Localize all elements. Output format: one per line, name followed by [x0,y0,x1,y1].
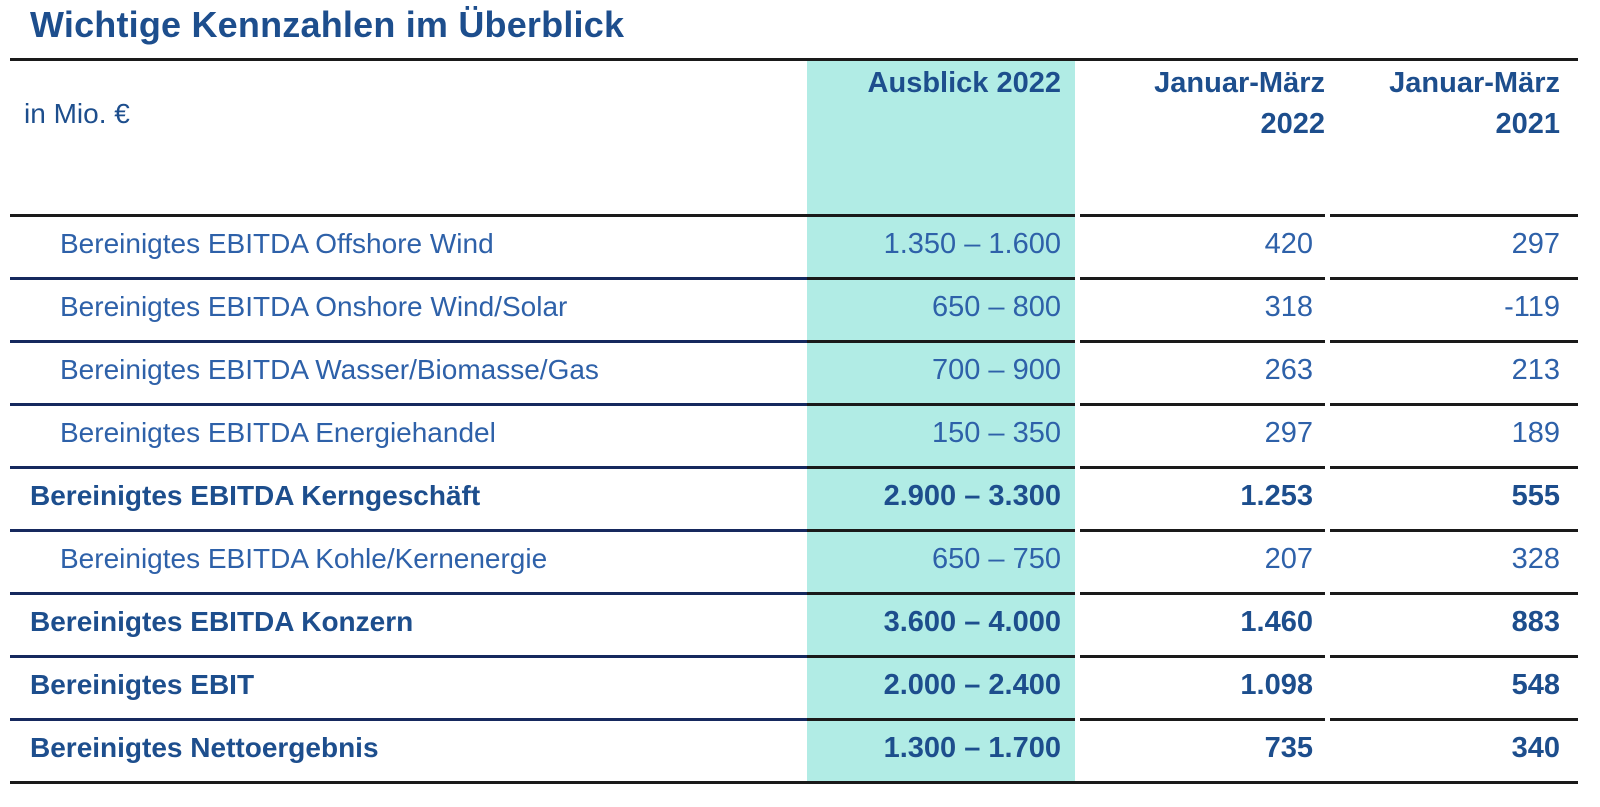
row-label: Bereinigtes EBITDA Konzern [10,595,807,658]
column-header-ausblick-2022: Ausblick 2022 [807,61,1075,217]
row-label: Bereinigtes EBITDA Kohle/Kernenergie [10,532,807,595]
cell-q1-2022: 420 [1080,217,1325,280]
cell-q1-2022: 1.460 [1080,595,1325,658]
row-label: Bereinigtes EBITDA Offshore Wind [10,217,807,280]
column-header-line1: Ausblick 2022 [867,67,1061,99]
cell-q1-2021: 340 [1330,721,1578,784]
column-header-januar-maerz-2022: Januar-März 2022 [1080,61,1325,217]
row-label: Bereinigtes EBITDA Energiehandel [10,406,807,469]
column-gap [1075,721,1080,784]
cell-q1-2022: 318 [1080,280,1325,343]
column-header-line1: Januar-März [1389,67,1560,99]
row-label: Bereinigtes EBITDA Kerngeschäft [10,469,807,532]
kpi-table: in Mio. € Ausblick 2022 Januar-März 2022… [10,61,1578,784]
cell-q1-2021: 189 [1330,406,1578,469]
cell-q1-2021: 548 [1330,658,1578,721]
cell-ausblick: 3.600 – 4.000 [807,595,1075,658]
cell-ausblick: 1.350 – 1.600 [807,217,1075,280]
row-label: Bereinigtes EBIT [10,658,807,721]
row-label: Bereinigtes EBITDA Wasser/Biomasse/Gas [10,343,807,406]
cell-q1-2022: 735 [1080,721,1325,784]
page-title: Wichtige Kennzahlen im Überblick [30,4,625,45]
column-header-line2: 2022 [1260,108,1325,140]
cell-q1-2021: 297 [1330,217,1578,280]
cell-q1-2022: 1.098 [1080,658,1325,721]
cell-ausblick: 650 – 800 [807,280,1075,343]
cell-q1-2021: 555 [1330,469,1578,532]
cell-q1-2021: -119 [1330,280,1578,343]
cell-q1-2022: 263 [1080,343,1325,406]
cell-ausblick: 2.000 – 2.400 [807,658,1075,721]
column-header-line1: Januar-März [1154,67,1325,99]
title-divider [10,58,1578,61]
cell-ausblick: 2.900 – 3.300 [807,469,1075,532]
cell-ausblick: 650 – 750 [807,532,1075,595]
cell-q1-2021: 328 [1330,532,1578,595]
row-label: Bereinigtes EBITDA Onshore Wind/Solar [10,280,807,343]
cell-q1-2022: 297 [1080,406,1325,469]
row-label: Bereinigtes Nettoergebnis [10,721,807,784]
cell-ausblick: 1.300 – 1.700 [807,721,1075,784]
column-gap [1325,721,1330,784]
unit-label: in Mio. € [10,61,807,217]
cell-ausblick: 150 – 350 [807,406,1075,469]
cell-q1-2022: 207 [1080,532,1325,595]
cell-q1-2022: 1.253 [1080,469,1325,532]
cell-q1-2021: 883 [1330,595,1578,658]
cell-q1-2021: 213 [1330,343,1578,406]
column-header-line2: 2021 [1495,108,1560,140]
column-header-januar-maerz-2021: Januar-März 2021 [1330,61,1578,217]
cell-ausblick: 700 – 900 [807,343,1075,406]
